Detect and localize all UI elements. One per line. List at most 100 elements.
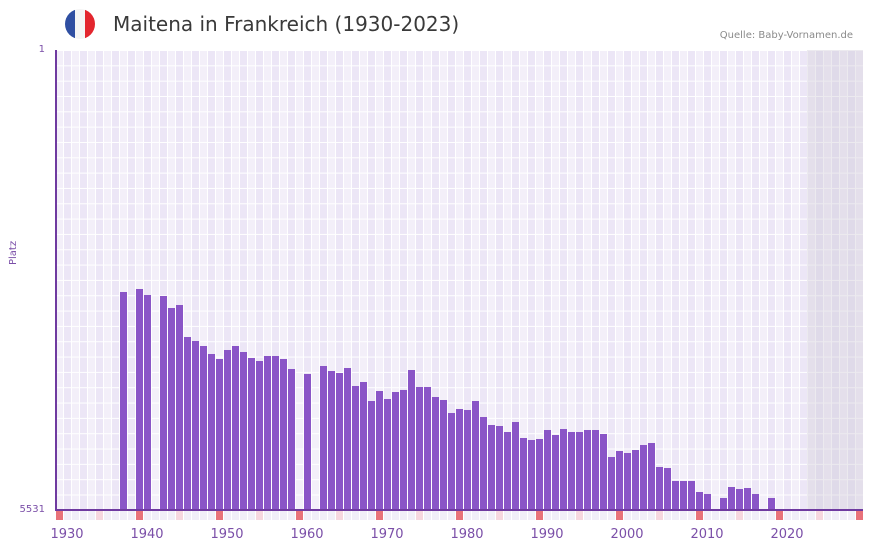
bar-2005[interactable] [664, 467, 671, 510]
bar-1969[interactable] [376, 390, 383, 510]
future-shaded-region [807, 50, 863, 510]
year-marker [264, 511, 271, 520]
bar-2007[interactable] [680, 480, 687, 510]
bar-1996[interactable] [592, 429, 599, 510]
year-marker [416, 511, 423, 520]
bar-2013[interactable] [728, 486, 735, 510]
year-marker [112, 511, 119, 520]
x-tick-label: 1960 [290, 527, 324, 542]
bar-1940[interactable] [144, 294, 151, 510]
bar-1937[interactable] [120, 291, 127, 510]
bar-2014[interactable] [736, 488, 743, 510]
bar-1986[interactable] [512, 421, 519, 510]
bar-1998[interactable] [608, 456, 615, 510]
bar-1955[interactable] [264, 355, 271, 510]
bar-2002[interactable] [640, 444, 647, 510]
bar-2003[interactable] [648, 442, 655, 510]
bar-1980[interactable] [464, 409, 471, 510]
bar-1970[interactable] [384, 398, 391, 510]
bar-1985[interactable] [504, 431, 511, 510]
bar-1954[interactable] [256, 360, 263, 510]
bar-1988[interactable] [528, 439, 535, 510]
bar-1993[interactable] [568, 431, 575, 510]
bar-1984[interactable] [496, 425, 503, 510]
bar-1963[interactable] [328, 370, 335, 510]
bar-1957[interactable] [280, 358, 287, 510]
bar-1967[interactable] [360, 381, 367, 510]
bar-2000[interactable] [624, 452, 631, 510]
bar-1990[interactable] [544, 429, 551, 510]
bar-1953[interactable] [248, 357, 255, 510]
bar-2012[interactable] [720, 497, 727, 510]
year-marker [624, 511, 631, 520]
bar-1997[interactable] [600, 433, 607, 510]
bar-1947[interactable] [200, 345, 207, 510]
year-marker [528, 511, 535, 520]
bar-1976[interactable] [432, 396, 439, 510]
bar-1965[interactable] [344, 367, 351, 510]
bar-1943[interactable] [168, 307, 175, 510]
bar-1945[interactable] [184, 336, 191, 510]
year-marker [288, 511, 295, 520]
flag-blue [65, 9, 75, 39]
bar-2001[interactable] [632, 449, 639, 510]
bar-1978[interactable] [448, 412, 455, 510]
year-marker [168, 511, 175, 520]
bar-2008[interactable] [688, 480, 695, 510]
year-marker [144, 511, 151, 520]
bar-1946[interactable] [192, 340, 199, 510]
bar-1949[interactable] [216, 358, 223, 510]
bar-1968[interactable] [368, 400, 375, 510]
bar-1958[interactable] [288, 368, 295, 510]
bar-1956[interactable] [272, 355, 279, 510]
year-marker [56, 511, 63, 520]
year-marker [176, 511, 183, 520]
year-marker [736, 511, 743, 520]
year-marker [792, 511, 799, 520]
bar-1991[interactable] [552, 434, 559, 510]
bar-1974[interactable] [416, 386, 423, 510]
bar-1948[interactable] [208, 353, 215, 510]
bar-1966[interactable] [352, 385, 359, 510]
bar-2018[interactable] [768, 497, 775, 510]
year-marker [296, 511, 303, 520]
x-tick-label: 1970 [370, 527, 404, 542]
bar-1964[interactable] [336, 372, 343, 510]
x-tick-label: 2000 [610, 527, 644, 542]
bar-1992[interactable] [560, 428, 567, 510]
bar-2010[interactable] [704, 493, 711, 510]
y-tick-top: 1 [38, 44, 45, 55]
year-marker [384, 511, 391, 520]
bar-1973[interactable] [408, 369, 415, 510]
bar-2009[interactable] [696, 491, 703, 510]
bar-1971[interactable] [392, 391, 399, 510]
year-marker [432, 511, 439, 520]
flag-red [85, 9, 95, 39]
bar-1951[interactable] [232, 345, 239, 510]
bar-1979[interactable] [456, 408, 463, 510]
bar-1950[interactable] [224, 349, 231, 510]
bar-1987[interactable] [520, 437, 527, 510]
bar-1982[interactable] [480, 416, 487, 510]
bar-1972[interactable] [400, 389, 407, 510]
bar-2006[interactable] [672, 480, 679, 510]
bar-1994[interactable] [576, 431, 583, 510]
bar-1981[interactable] [472, 400, 479, 510]
bar-1975[interactable] [424, 386, 431, 510]
year-marker [200, 511, 207, 520]
bar-1939[interactable] [136, 288, 143, 510]
bar-1977[interactable] [440, 399, 447, 510]
bar-1962[interactable] [320, 365, 327, 510]
bar-1999[interactable] [616, 450, 623, 510]
bar-2016[interactable] [752, 493, 759, 510]
bar-1995[interactable] [584, 429, 591, 510]
bar-1942[interactable] [160, 295, 167, 510]
bar-1960[interactable] [304, 373, 311, 510]
bar-1983[interactable] [488, 424, 495, 510]
bar-1989[interactable] [536, 438, 543, 510]
bar-1944[interactable] [176, 304, 183, 510]
bar-2004[interactable] [656, 466, 663, 510]
bar-2015[interactable] [744, 487, 751, 510]
bar-1952[interactable] [240, 351, 247, 510]
france-flag-icon [65, 9, 95, 39]
